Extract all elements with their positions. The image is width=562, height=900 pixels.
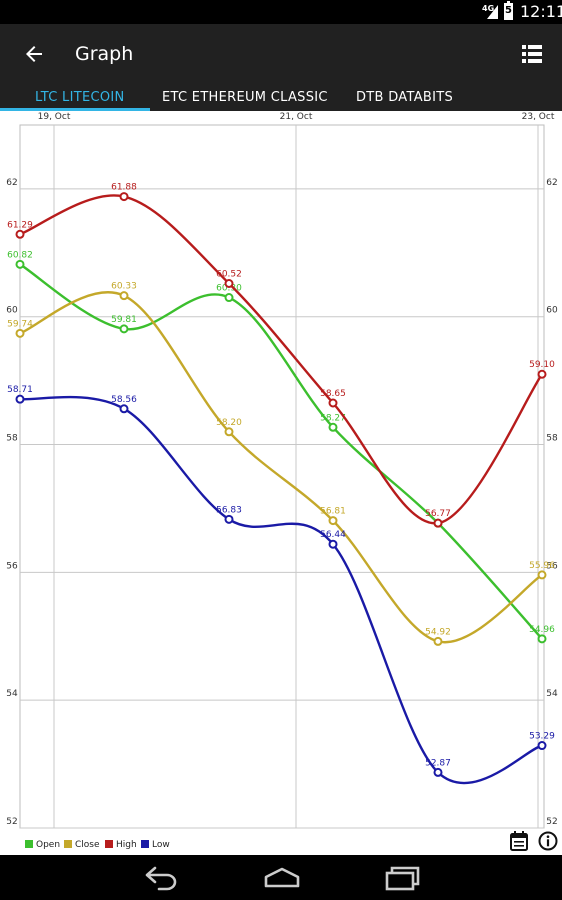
status-bar: 4G 5 12:11 [0, 0, 562, 24]
legend-swatch-open [25, 840, 33, 848]
data-label-low: 58.56 [111, 395, 137, 405]
legend-label-high: High [116, 840, 137, 850]
list-view-icon[interactable] [522, 45, 542, 63]
y-tick-label-left: 54 [6, 689, 18, 699]
data-label-high: 61.88 [111, 183, 137, 193]
data-point-open [537, 634, 547, 644]
y-tick-label-right: 60 [546, 306, 558, 316]
app-bar: Graph [0, 24, 562, 84]
legend-label-low: Low [152, 840, 170, 850]
data-label-low: 58.71 [7, 385, 33, 395]
y-tick-label-left: 56 [6, 561, 18, 571]
data-point-close [433, 636, 443, 646]
home-icon[interactable] [262, 863, 302, 893]
data-label-high: 59.10 [529, 360, 555, 370]
y-tick-label-right: 52 [546, 817, 557, 827]
data-point-low [537, 741, 547, 751]
data-label-low: 53.29 [529, 732, 555, 742]
legend-item-high: High [105, 840, 137, 850]
info-icon[interactable] [538, 831, 558, 851]
series-line-close [19, 291, 543, 644]
data-point-close [328, 516, 338, 526]
legend-item-open: Open [25, 840, 60, 850]
data-label-close: 60.33 [111, 282, 137, 292]
legend-swatch-high [105, 840, 113, 848]
y-tick-label-left: 60 [6, 306, 18, 316]
y-tick-label-right: 54 [546, 689, 558, 699]
legend-label-open: Open [36, 840, 61, 850]
data-point-low [328, 539, 338, 549]
battery-icon: 5 [504, 1, 513, 20]
legend-label-close: Close [75, 840, 100, 850]
data-label-low: 56.83 [216, 505, 242, 515]
y-tick-label-right: 58 [546, 434, 558, 444]
data-point-high [328, 398, 338, 408]
data-point-high [15, 229, 25, 239]
x-tick-label: 23, Oct [522, 112, 555, 122]
data-point-high [537, 369, 547, 379]
legend-item-close: Close [64, 840, 100, 850]
data-point-open [119, 324, 129, 334]
data-label-low: 52.87 [425, 758, 451, 768]
tab-ltc-litecoin[interactable]: LTC LITECOIN [35, 90, 125, 105]
series-line-open [19, 263, 543, 640]
arrow-left-icon[interactable] [22, 42, 46, 66]
data-label-high: 58.65 [320, 389, 346, 399]
data-label-open: 60.82 [7, 250, 33, 260]
data-label-open: 60.30 [216, 284, 242, 294]
y-tick-label-left: 62 [6, 178, 17, 188]
chart-area: 52 52 54 54 56 56 58 58 60 60 62 62 19, Oct 21, Oct 23… [0, 111, 562, 855]
data-point-close [537, 570, 547, 580]
back-icon[interactable] [141, 863, 181, 893]
tab-dtb-databits[interactable]: DTB DATABITS [356, 90, 454, 105]
y-tick-label-left: 58 [6, 434, 18, 444]
tab-indicator [0, 108, 150, 111]
page-title: Graph [75, 43, 134, 65]
data-point-high [119, 192, 129, 202]
data-label-high: 61.29 [7, 220, 33, 230]
series-line-high [19, 194, 543, 525]
data-label-open: 59.81 [111, 315, 137, 325]
price-chart: 52 52 54 54 56 56 58 58 60 60 62 62 19, Oct 21, Oct 23… [6, 112, 558, 829]
y-tick-label-right: 62 [546, 178, 557, 188]
clock: 12:11 [520, 2, 562, 21]
calendar-icon[interactable] [510, 831, 528, 851]
legend-swatch-close [64, 840, 72, 848]
data-label-close: 54.92 [425, 627, 451, 637]
data-point-open [15, 259, 25, 269]
data-point-low [15, 394, 25, 404]
data-label-close: 55.96 [529, 561, 555, 571]
data-point-close [119, 291, 129, 301]
data-label-close: 58.20 [216, 418, 242, 428]
data-point-open [224, 293, 234, 303]
x-tick-label: 21, Oct [280, 112, 313, 122]
tab-bar: LTC LITECOIN ETC ETHEREUM CLASSIC DTB DA… [0, 84, 562, 112]
data-point-close [224, 427, 234, 437]
legend-item-low: Low [141, 840, 170, 850]
data-label-high: 60.52 [216, 269, 242, 279]
data-point-low [433, 767, 443, 777]
tab-etc-ethereum-classic[interactable]: ETC ETHEREUM CLASSIC [162, 90, 328, 105]
data-point-low [224, 514, 234, 524]
data-label-close: 56.81 [320, 507, 346, 517]
series-line-low [19, 395, 543, 785]
legend-swatch-low [141, 840, 149, 848]
recents-icon[interactable] [382, 863, 422, 893]
system-nav-bar [0, 855, 562, 900]
data-label-open: 54.96 [529, 625, 555, 635]
signal-icon [487, 5, 498, 19]
data-label-close: 59.74 [7, 319, 33, 329]
data-point-high [224, 278, 234, 288]
data-point-high [433, 518, 443, 528]
data-point-low [119, 404, 129, 414]
y-tick-label-right: 56 [546, 561, 558, 571]
data-label-low: 56.44 [320, 530, 346, 540]
data-label-open: 58.27 [320, 413, 346, 423]
data-label-high: 56.77 [425, 509, 451, 519]
y-tick-label-left: 52 [6, 817, 17, 827]
battery-level: 5 [505, 5, 512, 16]
x-tick-label: 19, Oct [38, 112, 71, 122]
data-point-open [328, 422, 338, 432]
data-point-close [15, 328, 25, 338]
